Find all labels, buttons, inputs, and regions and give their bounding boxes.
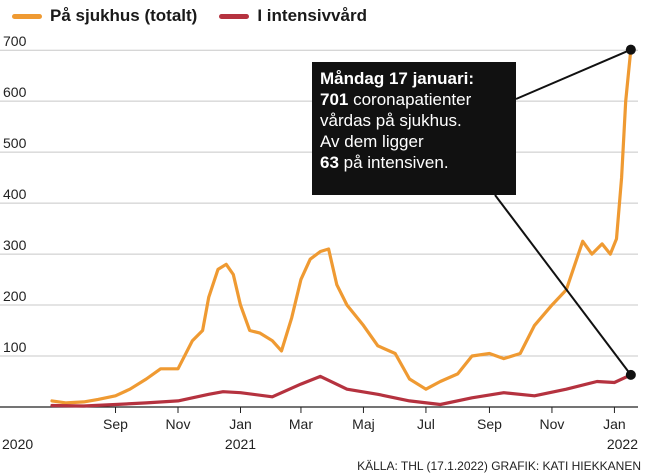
- legend-swatch-hospital: [12, 13, 42, 19]
- series-line-icu: [50, 373, 633, 408]
- x-tick-label: Nov: [539, 416, 564, 432]
- x-tick-label: Nov: [166, 416, 191, 432]
- legend-label-icu: I intensivvård: [257, 6, 367, 25]
- annotation-line-1: Måndag 17 januari:: [320, 69, 474, 88]
- x-tick-label: Jan: [229, 416, 252, 432]
- legend-item-icu: I intensivvård: [219, 6, 367, 26]
- source-credit: KÄLLA: THL (17.1.2022) GRAFIK: KATI HIEK…: [357, 459, 641, 473]
- x-year-label: 2020: [2, 436, 33, 452]
- x-tick-label: Maj: [352, 416, 375, 432]
- legend-swatch-icu: [219, 13, 250, 19]
- annotation-line-3: vårdas på sjukhus.: [320, 111, 462, 130]
- endpoint-marker-hospital: [625, 44, 636, 55]
- legend-label-hospital: På sjukhus (totalt): [50, 6, 198, 25]
- y-tick-label: 600: [3, 84, 27, 100]
- annotation-connector: [494, 194, 632, 376]
- legend: På sjukhus (totalt) I intensivvård: [12, 6, 389, 26]
- y-tick-label: 400: [3, 186, 27, 202]
- y-tick-label: 700: [3, 33, 27, 49]
- y-tick-label: 500: [3, 135, 27, 151]
- annotation-line-5: 63 på intensiven.: [320, 153, 449, 172]
- endpoint-marker-icu: [625, 369, 636, 380]
- x-tick-label: Jan: [603, 416, 626, 432]
- x-tick-label: Mar: [289, 416, 313, 432]
- x-year-label: 2022: [607, 436, 638, 452]
- annotation-callout: Måndag 17 januari: 701 coronapatienter v…: [312, 62, 516, 195]
- x-tick-label: Sep: [477, 416, 502, 432]
- legend-item-hospital: På sjukhus (totalt): [12, 6, 197, 26]
- y-tick-label: 100: [3, 339, 27, 355]
- x-year-label: 2021: [225, 436, 256, 452]
- x-tick-label: Jul: [417, 416, 435, 432]
- annotation-connector: [515, 48, 632, 100]
- annotation-line-4: Av dem ligger: [320, 132, 424, 151]
- annotation-line-2: 701 coronapatienter: [320, 90, 472, 109]
- y-tick-label: 200: [3, 288, 27, 304]
- x-tick-label: Sep: [103, 416, 128, 432]
- y-tick-label: 300: [3, 237, 27, 253]
